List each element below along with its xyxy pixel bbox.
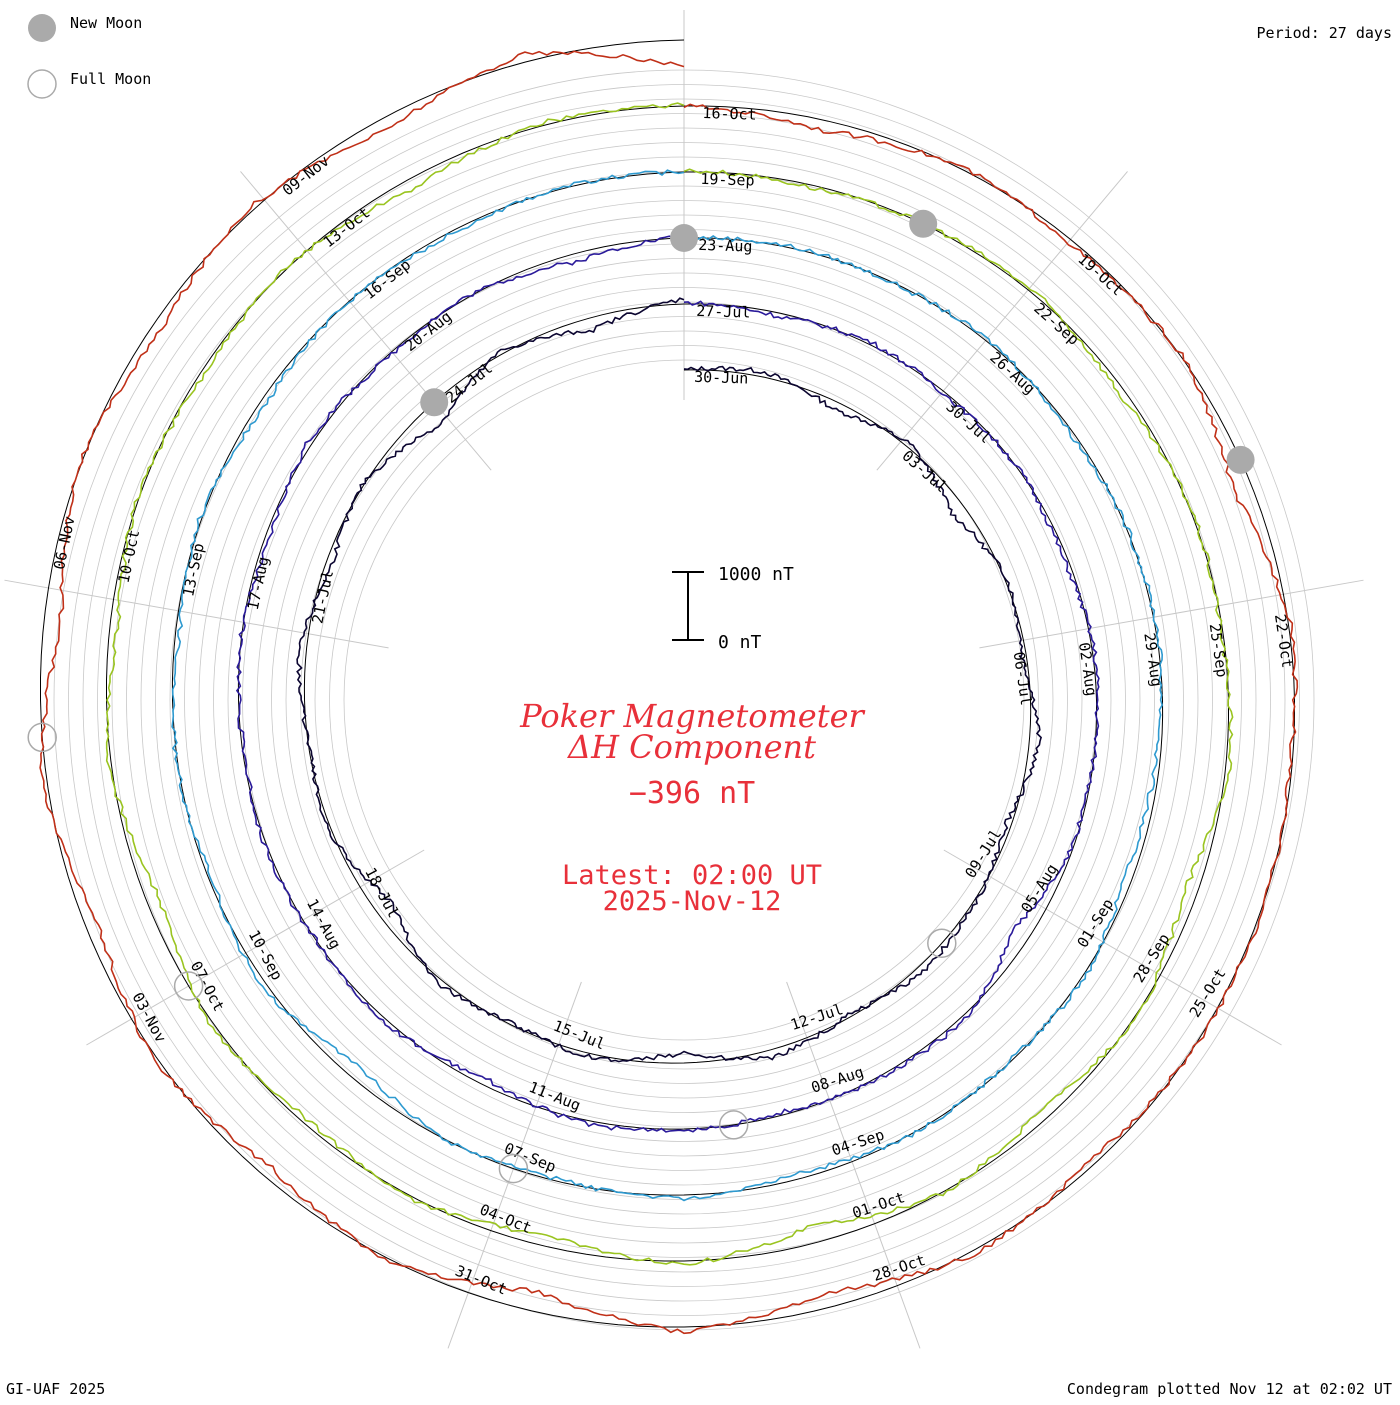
new-moon-marker	[420, 388, 449, 417]
date-label: 02-Aug	[1075, 641, 1101, 697]
spiral-baseline	[40, 39, 1295, 1328]
chart-subtitle: ΔH Component	[566, 728, 816, 766]
date-label: 01-Sep	[1074, 895, 1118, 951]
grid-spoke	[447, 981, 582, 1349]
date-label: 19-Oct	[1074, 250, 1126, 300]
date-label: 13-Oct	[320, 204, 374, 252]
new-moon-marker	[909, 209, 938, 238]
new-moon-legend-icon	[28, 14, 56, 42]
date-label: 22-Oct	[1271, 613, 1297, 669]
full-moon-marker	[718, 1110, 749, 1140]
full-moon-marker	[173, 971, 204, 1001]
grid-spoke	[4, 579, 389, 649]
grid-spoke	[240, 171, 492, 471]
series-trace-1	[296, 297, 1043, 1063]
series-trace-4	[105, 102, 1234, 1266]
date-label: 22-Sep	[1030, 299, 1082, 349]
grid-spoke	[86, 849, 425, 1046]
date-label: 13-Sep	[179, 541, 208, 598]
date-label: 10-Oct	[115, 528, 144, 585]
date-label: 04-Sep	[829, 1125, 886, 1159]
series-trace-3	[171, 169, 1164, 1202]
date-label: 06-Jul	[1010, 651, 1036, 707]
footer-plotted: Condegram plotted Nov 12 at 02:02 UT	[1067, 1380, 1392, 1398]
date-label: 27-Jul	[696, 302, 751, 322]
date-label: 01-Oct	[850, 1188, 907, 1222]
date-label: 19-Sep	[700, 170, 755, 190]
date-label: 30-Jun	[694, 368, 749, 388]
date-label: 21-Jul	[308, 568, 337, 625]
chart-title: Poker Magnetometer	[519, 697, 865, 735]
date-label: 20-Aug	[401, 307, 455, 355]
date-label: 04-Oct	[477, 1200, 534, 1237]
full-moon-marker	[927, 928, 957, 958]
scale-bar-top-label: 1000 nT	[718, 564, 794, 585]
scale-bar: 1000 nT 0 nT	[672, 564, 794, 653]
date-label: 28-Sep	[1130, 930, 1174, 986]
spiral-series	[39, 50, 1299, 1335]
grid-spoke	[979, 579, 1364, 649]
grid-spoke	[943, 849, 1282, 1046]
date-label: 05-Aug	[1017, 861, 1061, 917]
new-moon-legend-label: New Moon	[70, 14, 142, 32]
period-label: Period: 27 days	[1257, 24, 1392, 42]
date-label: 09-Nov	[279, 152, 333, 200]
date-label: 30-Jul	[942, 398, 994, 448]
series-trace-2	[235, 235, 1100, 1133]
new-moon-marker	[1226, 445, 1255, 474]
date-label: 25-Sep	[1206, 622, 1232, 678]
polar-grid	[4, 10, 1364, 1349]
full-moon-legend-icon	[27, 69, 57, 99]
latest-time: Latest: 02:00 UT	[562, 860, 822, 891]
series-trace-5	[39, 50, 1299, 1335]
date-label: 31-Oct	[453, 1262, 510, 1299]
moon-markers	[27, 209, 1255, 1184]
full-moon-legend-label: Full Moon	[70, 70, 151, 88]
full-moon-marker	[27, 722, 57, 753]
date-label: 06-Nov	[50, 514, 79, 571]
date-label: 29-Aug	[1140, 632, 1166, 688]
date-label: 15-Jul	[551, 1017, 608, 1054]
footer-credit: GI-UAF 2025	[6, 1380, 105, 1398]
current-value: −396 nT	[629, 776, 755, 811]
new-moon-marker	[670, 224, 698, 252]
scale-bar-bottom-label: 0 nT	[718, 632, 762, 653]
full-moon-marker	[498, 1153, 529, 1184]
date-label: 03-Jul	[898, 447, 950, 497]
date-label: 26-Aug	[986, 348, 1038, 398]
grid-spoke	[876, 171, 1128, 471]
date-label: 10-Sep	[245, 927, 286, 983]
latest-date: 2025-Nov-12	[603, 886, 782, 917]
grid-spoke	[786, 981, 921, 1349]
legend: New Moon Full Moon	[27, 14, 151, 99]
date-label: 14-Aug	[303, 896, 344, 952]
date-label: 16-Oct	[702, 104, 757, 124]
date-label: 23-Aug	[698, 236, 753, 256]
